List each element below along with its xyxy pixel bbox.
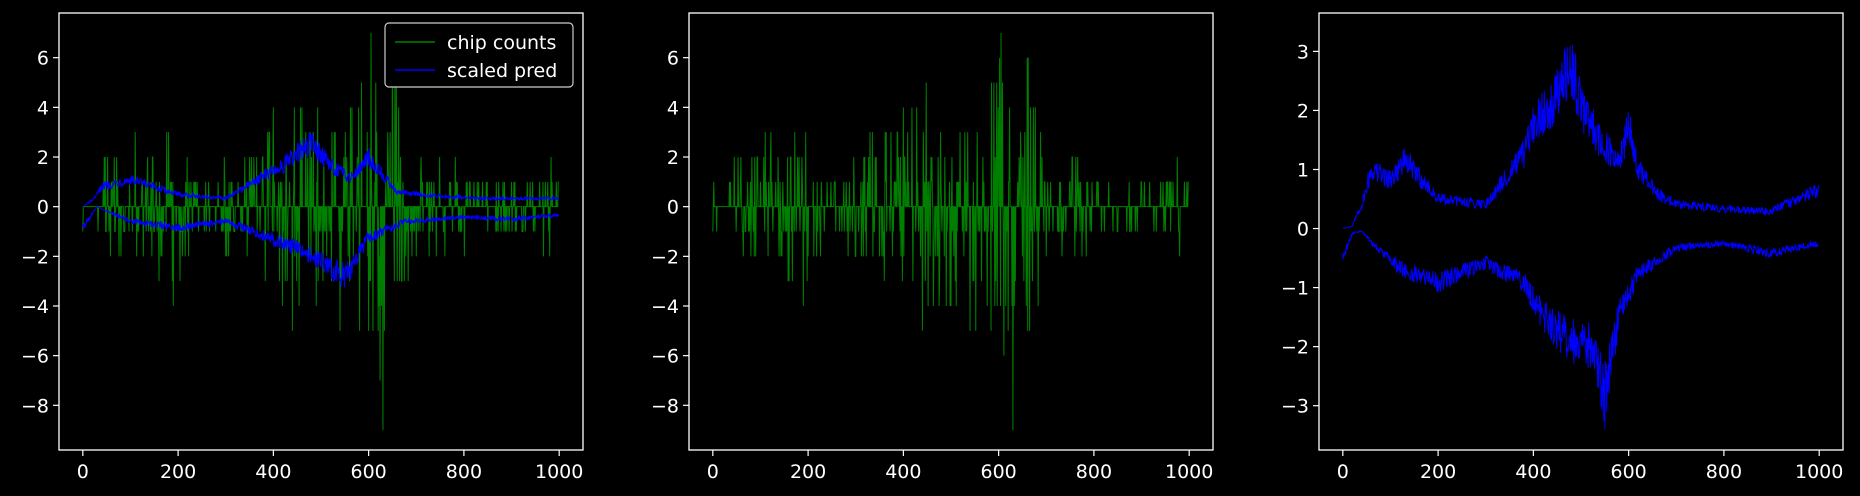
x-tick-label: 1000 xyxy=(1795,461,1843,483)
series-line-pred-upper xyxy=(82,132,560,208)
plot-area xyxy=(1342,44,1820,429)
legend-label: scaled pred xyxy=(447,60,557,82)
y-tick-label: −8 xyxy=(651,395,679,417)
y-tick-label: 1 xyxy=(1297,159,1309,181)
x-tick-label: 0 xyxy=(1337,461,1349,483)
y-tick-label: 3 xyxy=(1297,41,1309,63)
y-tick-label: −2 xyxy=(651,246,679,268)
x-tick-label: 400 xyxy=(885,461,921,483)
y-tick-label: 2 xyxy=(37,147,49,169)
y-tick-label: 2 xyxy=(1297,100,1309,122)
y-tick-label: −1 xyxy=(1281,278,1309,300)
x-tick-label: 1000 xyxy=(1165,461,1213,483)
x-tick-label: 600 xyxy=(981,461,1017,483)
x-tick-label: 1000 xyxy=(535,461,583,483)
y-tick-label: −4 xyxy=(21,296,49,318)
x-tick-label: 400 xyxy=(255,461,291,483)
y-tick-label: 0 xyxy=(667,197,679,219)
x-tick-label: 400 xyxy=(1515,461,1551,483)
y-tick-label: 0 xyxy=(1297,219,1309,241)
x-tick-label: 0 xyxy=(77,461,89,483)
y-tick-label: 2 xyxy=(667,147,679,169)
y-tick-label: 6 xyxy=(667,48,679,70)
series-line-pred-upper xyxy=(1342,44,1820,230)
y-tick-label: −6 xyxy=(21,346,49,368)
plot-area xyxy=(712,32,1189,431)
x-tick-label: 600 xyxy=(351,461,387,483)
chart-panel-2: 0 200 400 600 800 1000 −8 −6 −4 −2 0 2 4 6 xyxy=(651,12,1214,483)
series-line-pred-lower xyxy=(82,206,560,289)
y-tick-label: 4 xyxy=(37,97,49,119)
series-line-pred-lower xyxy=(1342,230,1819,429)
x-tick-label: 200 xyxy=(1420,461,1456,483)
y-tick-label: −4 xyxy=(651,296,679,318)
y-tick-label: 4 xyxy=(667,97,679,119)
y-tick-label: −6 xyxy=(651,346,679,368)
plot-area xyxy=(82,32,560,431)
series-line-chip-counts xyxy=(712,32,1189,431)
x-tick-label: 800 xyxy=(1706,461,1742,483)
y-tick-label: −2 xyxy=(1281,337,1309,359)
axes-frame xyxy=(688,12,1214,451)
x-tick-label: 800 xyxy=(1076,461,1112,483)
y-tick-label: 6 xyxy=(37,48,49,70)
x-tick-label: 200 xyxy=(790,461,826,483)
y-tick-label: −8 xyxy=(21,395,49,417)
chart-panel-1: 0 200 400 600 800 1000 −8 −6 −4 −2 0 2 4 6 chip counts… xyxy=(21,12,584,483)
x-tick-label: 0 xyxy=(707,461,719,483)
legend-label: chip counts xyxy=(447,32,556,54)
y-tick-label: −3 xyxy=(1281,396,1309,418)
y-tick-label: 0 xyxy=(37,197,49,219)
x-tick-label: 200 xyxy=(160,461,196,483)
legend: chip counts scaled pred xyxy=(384,22,574,88)
y-tick-label: −2 xyxy=(21,246,49,268)
series-line-chip-counts xyxy=(82,32,559,431)
axes-frame xyxy=(58,12,584,451)
x-tick-label: 600 xyxy=(1611,461,1647,483)
chart-panel-3: 0 200 400 600 800 1000 −3 −2 −1 0 1 2 3 xyxy=(1281,12,1844,483)
axes-frame xyxy=(1318,12,1844,451)
x-tick-label: 800 xyxy=(446,461,482,483)
